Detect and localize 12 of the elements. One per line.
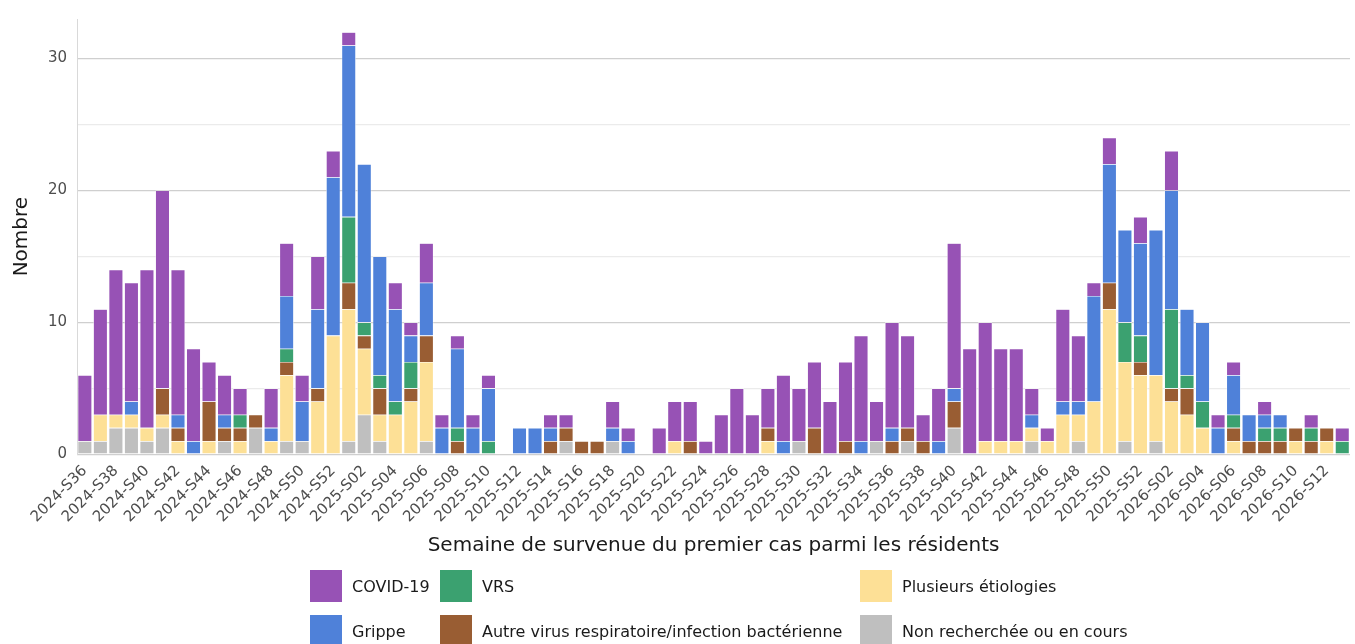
y-tick-label: 30 — [47, 48, 68, 67]
legend-label: Grippe — [352, 621, 406, 641]
legend-label: Non recherchée ou en cours — [902, 621, 1128, 641]
legend-label: Autre virus respiratoire/infection bactérienne — [482, 621, 843, 641]
y-tick-label: 10 — [47, 312, 68, 331]
legend-label: COVID-19 — [352, 576, 430, 596]
legend-label: VRS — [482, 576, 515, 596]
x-axis-title: Semaine de survenue du premier cas parmi les résidents — [427, 532, 1000, 557]
y-axis-title: Nombre — [8, 196, 33, 277]
legend-label: Plusieurs étiologies — [902, 576, 1057, 596]
y-tick-label: 0 — [57, 444, 68, 463]
y-tick-label: 20 — [47, 180, 68, 199]
